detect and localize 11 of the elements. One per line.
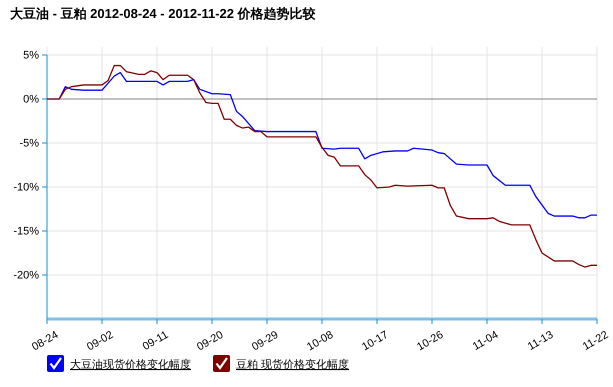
y-tick-label: -20% xyxy=(13,270,40,282)
y-tick-label: -15% xyxy=(13,226,40,238)
y-tick-label: 0% xyxy=(23,94,40,106)
x-tick-label: 09-11 xyxy=(140,328,170,353)
line-series xyxy=(46,64,598,268)
y-tick-label: -10% xyxy=(13,182,40,194)
y-tick-label: -5% xyxy=(19,138,40,150)
legend-label: 豆粕 现货价格变化幅度 xyxy=(236,358,350,371)
chart-title: 大豆油 - 豆粕 2012-08-24 - 2012-11-22 价格趋势比较 xyxy=(10,6,317,21)
legend-label: 大豆油现货价格变化幅度 xyxy=(70,358,191,371)
y-tick-label: 5% xyxy=(23,50,40,62)
